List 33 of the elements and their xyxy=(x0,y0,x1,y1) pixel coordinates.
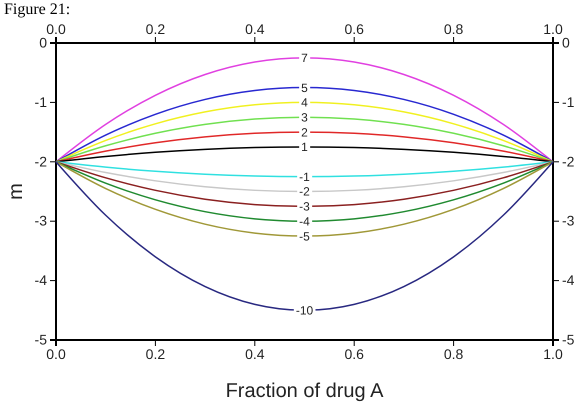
y2-tick-label: -3 xyxy=(562,212,575,229)
series-label: 1 xyxy=(301,140,308,154)
x-tick-label: 0.6 xyxy=(344,346,364,362)
x2-tick-label: 0.2 xyxy=(146,21,166,37)
y-tick-label: -2 xyxy=(34,153,48,170)
x-tick-label: 1.0 xyxy=(543,346,563,362)
y-tick-label: -5 xyxy=(34,331,48,348)
x-tick-label: 0.2 xyxy=(146,346,166,362)
y-tick-label: -1 xyxy=(34,94,48,110)
y-tick-label: -3 xyxy=(34,212,48,229)
x-tick-label: 0.8 xyxy=(444,346,464,362)
series-label: 7 xyxy=(301,51,308,66)
series-label: 4 xyxy=(301,96,308,110)
x2-tick-label: 1.0 xyxy=(543,21,563,37)
x2-tick-label: 0.0 xyxy=(46,21,66,37)
series-label: 3 xyxy=(301,110,308,124)
y-tick-label: -4 xyxy=(34,272,48,288)
y2-tick-label: -1 xyxy=(562,94,575,110)
y-tick-label: 0 xyxy=(39,34,48,50)
chart-title: Figure 21: xyxy=(4,1,70,18)
x-axis-title: Fraction of drug A xyxy=(226,380,384,402)
x-tick-label: 0.0 xyxy=(46,346,66,362)
y2-tick-label: -4 xyxy=(562,272,575,288)
y2-tick-label: 0 xyxy=(562,34,570,50)
y-axis-title: m xyxy=(5,183,27,200)
x2-tick-label: 0.6 xyxy=(344,21,364,37)
y2-tick-label: -2 xyxy=(562,153,575,170)
x2-tick-label: 0.8 xyxy=(444,21,464,37)
x-tick-label: 0.4 xyxy=(245,346,265,362)
y2-tick-label: -5 xyxy=(562,331,575,348)
series-label: 2 xyxy=(301,125,308,140)
series-label: 5 xyxy=(301,80,308,95)
x2-tick-label: 0.4 xyxy=(245,21,265,37)
